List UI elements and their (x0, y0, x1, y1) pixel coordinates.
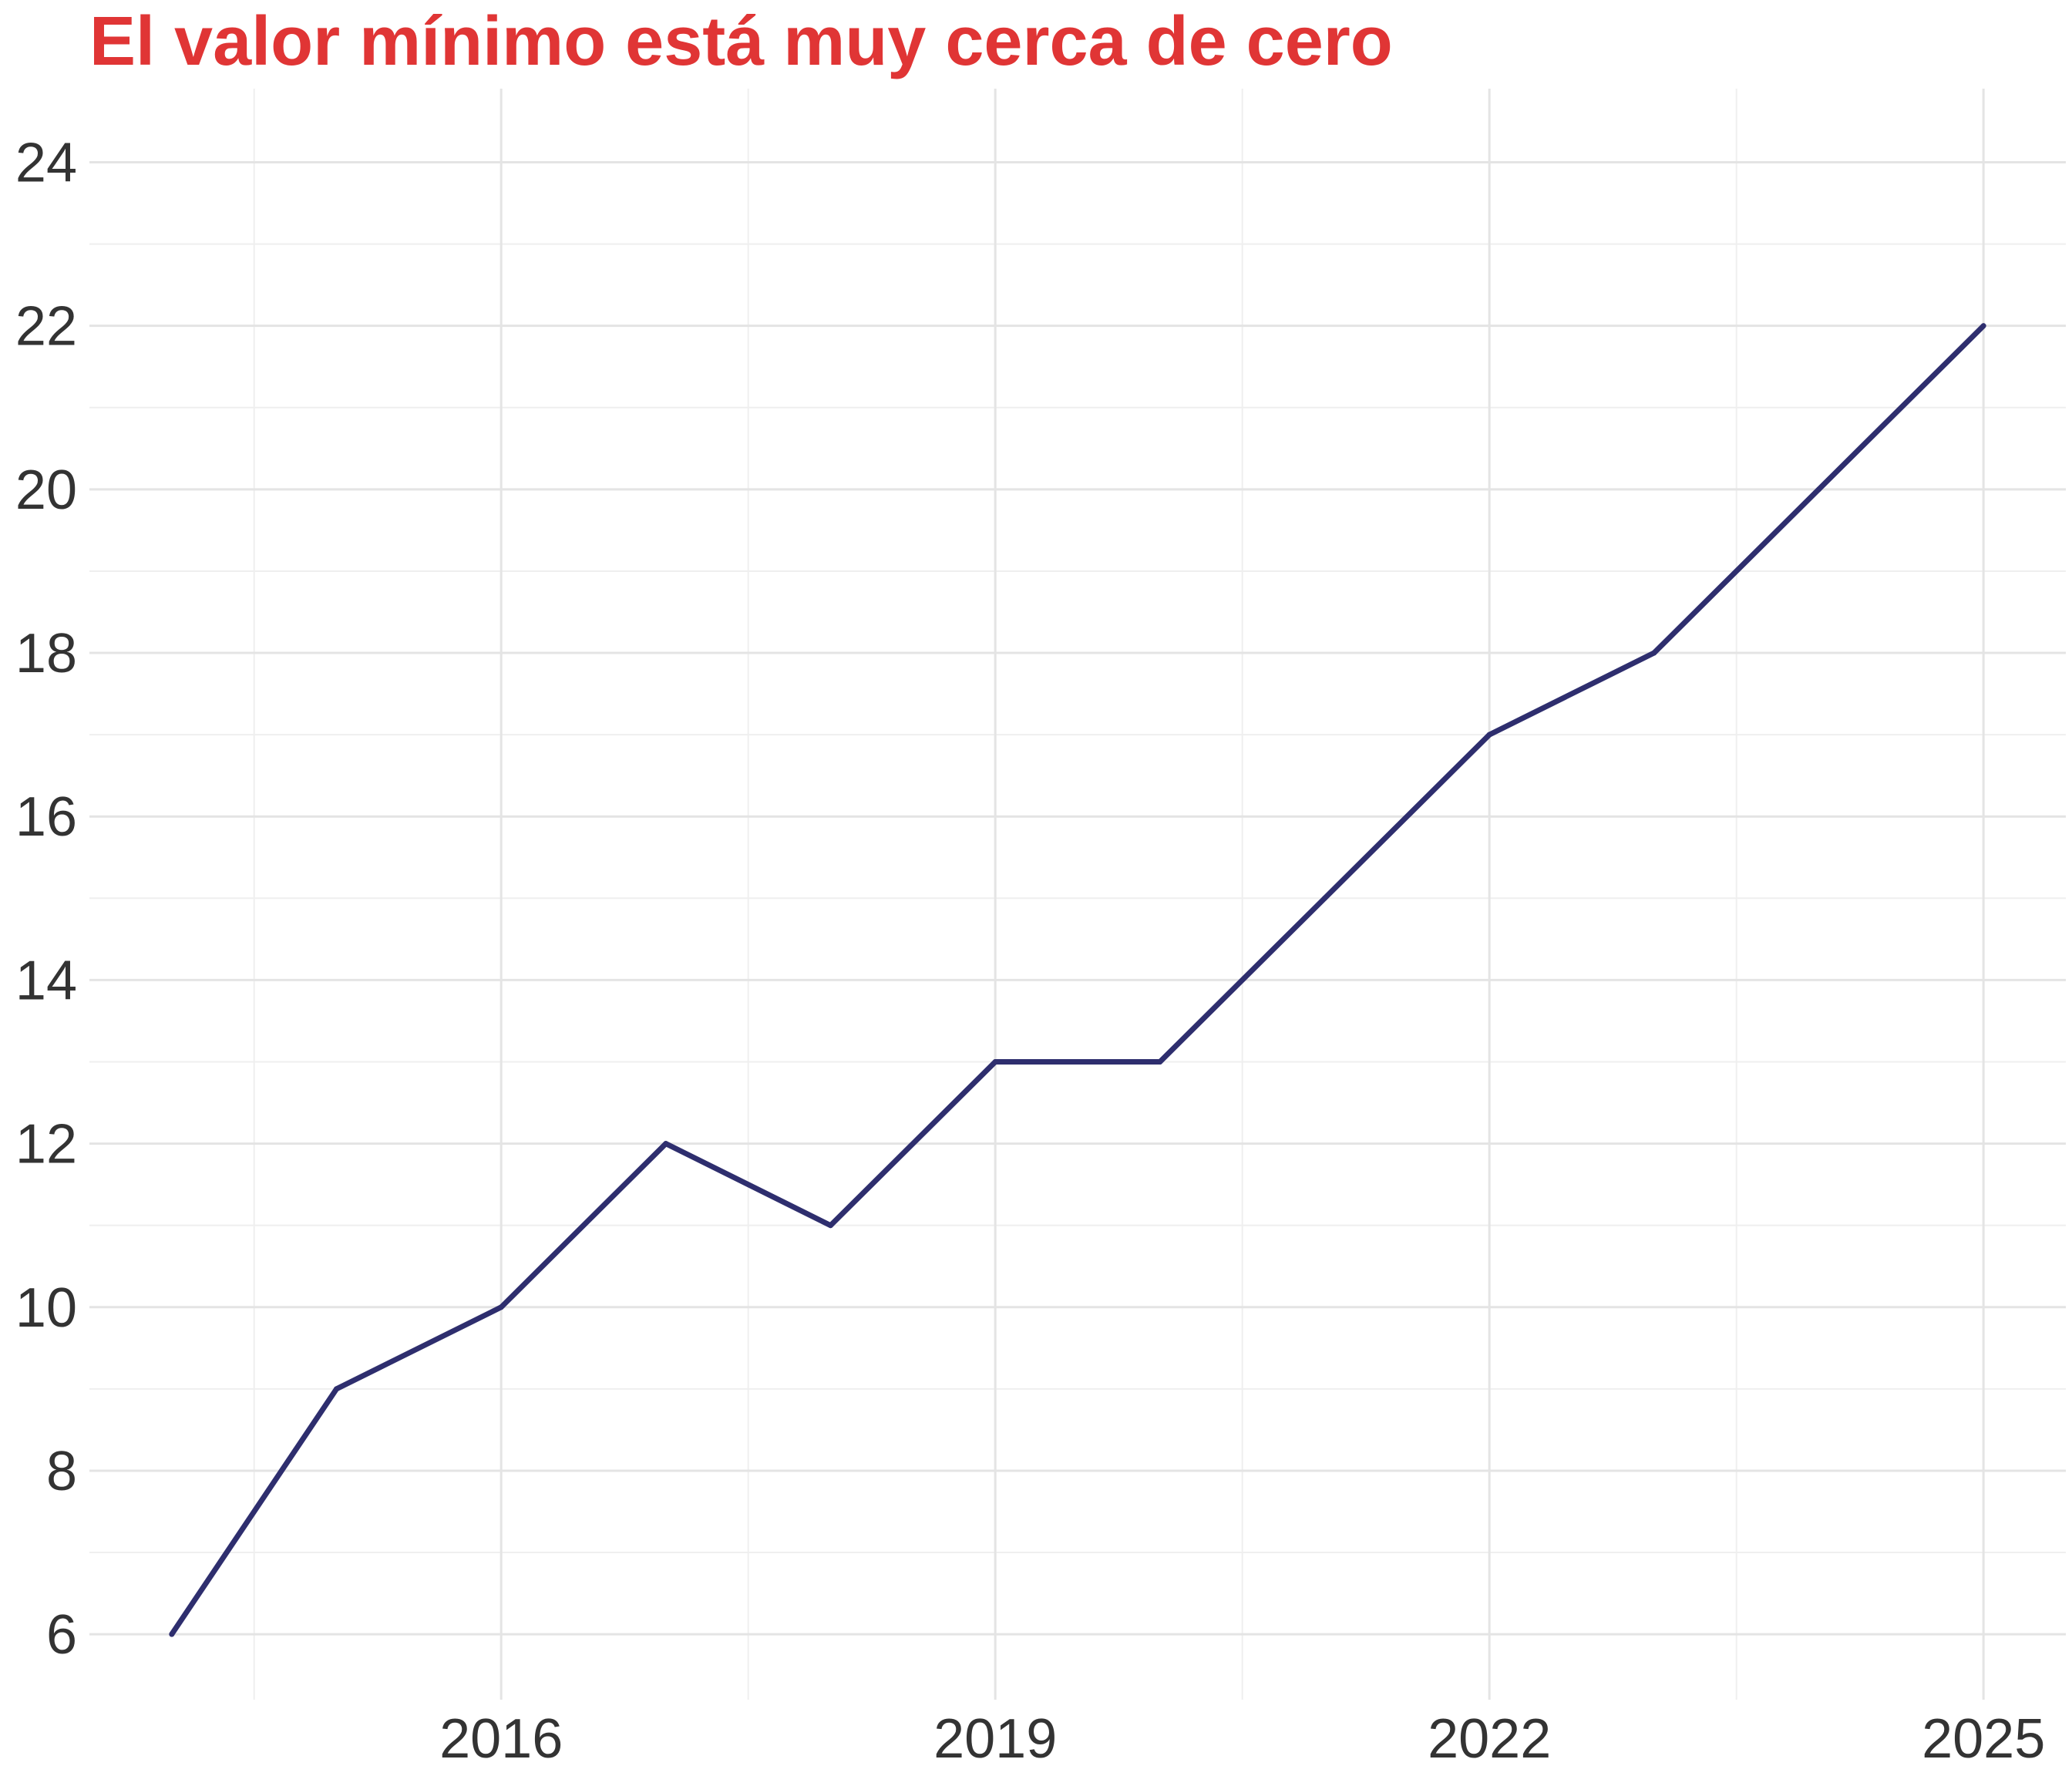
y-tick-label: 24 (15, 132, 77, 193)
data-point (1157, 1058, 1163, 1065)
x-tick-label: 2016 (439, 1708, 563, 1770)
y-tick-label: 12 (15, 1114, 77, 1176)
y-tick-label: 20 (15, 459, 77, 521)
y-tick-label: 22 (15, 296, 77, 358)
data-point (498, 1304, 504, 1310)
y-tick-label: 6 (46, 1604, 77, 1666)
data-point (663, 1141, 669, 1147)
data-point (992, 1058, 998, 1065)
data-point (1816, 486, 1821, 493)
x-tick-label: 2022 (1428, 1708, 1551, 1770)
series-line (169, 324, 1986, 1636)
y-tick-label: 10 (15, 1277, 77, 1339)
data-point (334, 1386, 339, 1392)
series-layer (169, 323, 1986, 1637)
data-point (1322, 895, 1327, 901)
y-tick-label: 8 (46, 1441, 77, 1502)
y-tick-label: 18 (15, 623, 77, 684)
data-point (1651, 650, 1657, 656)
data-point (828, 1223, 833, 1229)
x-tick-label: 2019 (933, 1708, 1057, 1770)
x-tick-label: 2025 (1922, 1708, 2045, 1770)
y-tick-label: 14 (15, 950, 77, 1011)
grid (89, 89, 2066, 1700)
chart-title: El valor mínimo está muy cerca de cero (89, 3, 1393, 80)
y-tick-label: 16 (15, 786, 77, 848)
data-point (169, 1631, 175, 1637)
data-point (1980, 323, 1986, 329)
data-point (1486, 732, 1492, 738)
